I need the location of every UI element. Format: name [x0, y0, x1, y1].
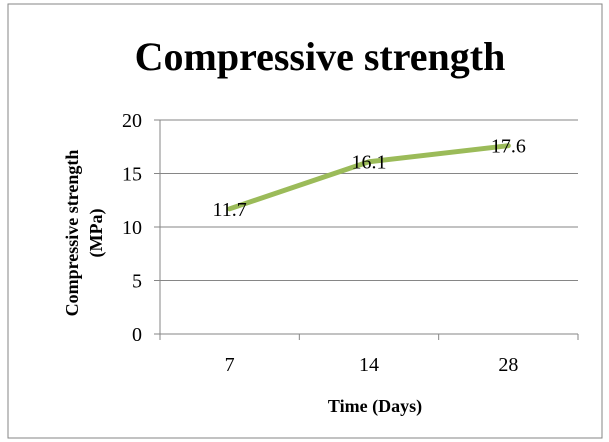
gridlines [154, 119, 579, 340]
y-tick-label: 5 [132, 271, 142, 293]
y-tick-label: 15 [122, 164, 142, 186]
x-tick-labels: 7 14 28 [225, 354, 519, 376]
y-tick-labels: 0 5 10 15 20 [122, 110, 142, 346]
y-axis-label: Compressive strength (MPa) [62, 150, 107, 317]
x-axis-label: Time (Days) [328, 396, 422, 417]
x-tick-label: 28 [498, 354, 518, 376]
y-axis-label-line-1: Compressive strength [62, 150, 82, 317]
chart-title: Compressive strength [135, 34, 506, 79]
x-tick-label: 7 [225, 354, 235, 376]
series-line-group [227, 143, 511, 212]
y-tick-label: 10 [122, 217, 142, 239]
y-tick-label: 20 [122, 110, 142, 132]
data-labels: 11.7 16.1 17.6 [213, 136, 526, 221]
y-tick-label: 0 [132, 324, 142, 346]
data-label: 16.1 [352, 152, 387, 174]
data-label: 17.6 [491, 136, 526, 158]
chart-border [7, 3, 603, 439]
data-label: 11.7 [213, 199, 247, 221]
x-tick-label: 14 [359, 354, 379, 376]
y-axis-label-line-2: (MPa) [86, 209, 107, 258]
